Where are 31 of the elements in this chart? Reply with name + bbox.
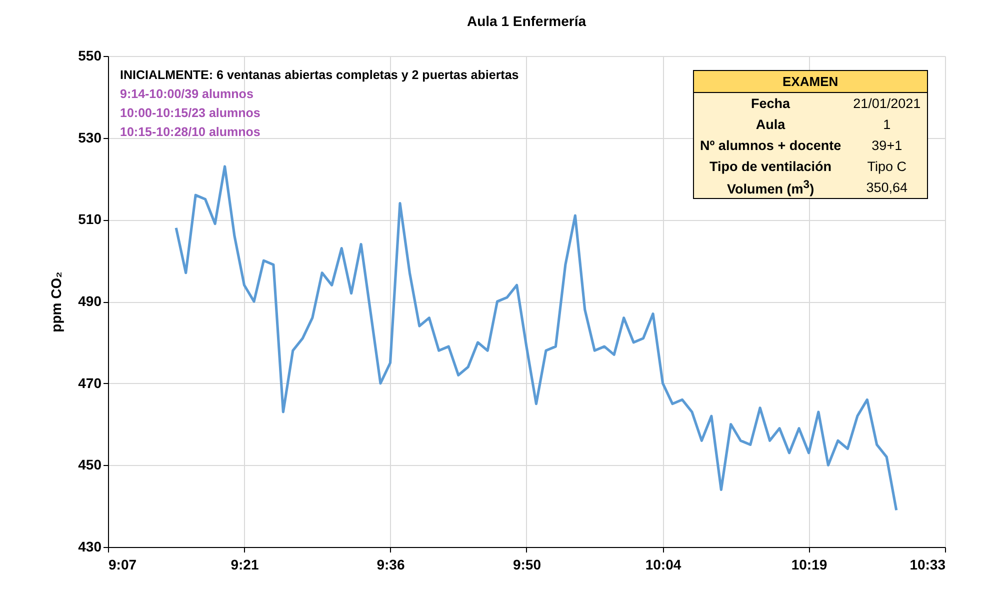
annotation: 350,64 <box>865 179 909 197</box>
y-tick-label: 530 <box>78 129 102 146</box>
annotation: 10:00-10:15/23 alumnos <box>120 105 262 122</box>
annotation: 21/01/2021 <box>852 95 922 113</box>
annotation: Nº alumnos + docente <box>699 137 842 155</box>
y-axis-title: ppm CO₂ <box>48 272 64 332</box>
x-tick-label: 10:04 <box>645 556 682 572</box>
x-tick-label: 9:36 <box>376 556 405 572</box>
y-tick-label: 510 <box>78 211 102 228</box>
annotation: 1 <box>882 116 892 134</box>
annotation: Tipo C <box>866 158 908 176</box>
annotation: Volumen (m$^{3}$) <box>726 178 816 198</box>
x-tick-label: 10:19 <box>791 556 828 572</box>
annotation: EXAMEN <box>694 70 928 92</box>
chart-title: Aula 1 Enfermería <box>466 13 586 29</box>
annotation: INICIALMENTE: 6 ventanas abiertas completas y 2 puertas abiertas <box>120 67 519 84</box>
y-tick-label: 490 <box>78 293 102 309</box>
annotation: 39+1 <box>870 137 904 155</box>
x-tick-label: 9:50 <box>512 556 542 572</box>
annotation: Tipo de ventilación <box>708 158 833 176</box>
annotation: Fecha <box>750 95 792 113</box>
annotation: 9:14-10:00/39 alumnos <box>120 86 254 103</box>
y-tick-label: 550 <box>78 48 102 64</box>
x-tick-label: 9:07 <box>108 556 137 572</box>
x-tick-label: 10:33 <box>910 556 946 572</box>
x-tick-label: 9:21 <box>230 556 259 572</box>
y-tick-label: 470 <box>78 374 102 391</box>
y-tick-label: 450 <box>78 456 102 473</box>
annotation: Aula <box>754 116 786 134</box>
y-tick-label: 430 <box>78 538 102 554</box>
annotation: 10:15-10:28/10 alumnos <box>120 124 262 141</box>
